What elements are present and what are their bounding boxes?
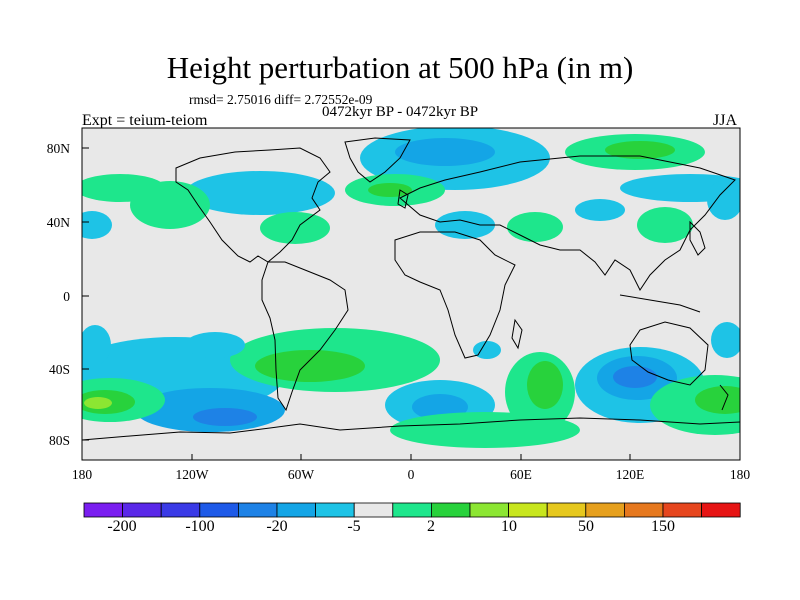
anomaly-cyan-patagonia: [185, 332, 245, 358]
anomaly-cyan-south-africa: [473, 341, 501, 359]
colorbar-box-13: [585, 502, 625, 518]
coast-madagascar: [511, 318, 523, 350]
y-tick-label-80n: 80N: [46, 141, 70, 156]
anomaly-lime-south-atlantic: [255, 350, 365, 382]
x-tick-label-60e: 60E: [510, 467, 532, 482]
coast-uk: [397, 189, 409, 209]
colorbar-box-9: [430, 502, 471, 518]
coast-indonesia: [619, 294, 701, 313]
colorbar-box-5: [276, 502, 316, 518]
x-tick-label-0: 0: [407, 467, 415, 482]
colorbar-label-2: 2: [427, 518, 435, 535]
rmsd-stats: rmsd= 2.75016 diff= 2.72552e-09: [189, 92, 373, 107]
colorbar-label-minus-20: -20: [266, 518, 288, 535]
coast-antarctica: [82, 417, 740, 441]
colorbar-label-minus-5: -5: [347, 518, 361, 535]
colorbar-box-3: [199, 502, 239, 518]
y-tick-label-80s: 80S: [48, 433, 70, 448]
experiment-label: Expt = teium-teiom: [82, 112, 208, 129]
anomaly-green-atlantic-mid: [260, 212, 330, 244]
colorbar-box-0: [83, 502, 123, 518]
period-label: 0472kyr BP - 0472kyr BP: [322, 104, 479, 120]
anomaly-cyan-west-pacific-south: [711, 322, 740, 358]
y-tick-label-40n: 40N: [46, 215, 70, 230]
coast-japan: [689, 220, 706, 256]
colorbar-box-2: [160, 502, 201, 518]
colorbar-label-150: 150: [651, 518, 675, 535]
anomaly-blue-greenland: [395, 138, 495, 166]
anomaly-lime-south-pacific-east: [695, 386, 740, 414]
y-tick-label-eq: 0: [63, 289, 70, 304]
anomaly-green-east-asia: [637, 207, 693, 243]
anomaly-cyan-west-dateline: [82, 325, 111, 365]
coast-north-america: [175, 147, 331, 263]
colorbar-box-8: [392, 502, 432, 518]
x-tick-label-120e: 120E: [615, 467, 645, 482]
coastlines: [82, 137, 740, 441]
x-tick-label-120w: 120W: [175, 467, 209, 482]
colorbar-box-6: [315, 502, 355, 518]
coast-greenland: [344, 137, 411, 183]
anomaly-cyan-north-america: [185, 171, 335, 215]
colorbar-box-16: [701, 502, 741, 518]
colorbar-box-15: [662, 502, 702, 518]
anomaly-cyan-north-pacific: [82, 211, 112, 239]
anomaly-lime-siberia: [605, 141, 675, 159]
coast-australia: [629, 321, 709, 386]
colorbar-label-50: 50: [578, 518, 594, 535]
colorbar-box-10: [469, 502, 509, 518]
colorbar-box-1: [122, 502, 162, 518]
x-tick-label-180w: 180: [71, 467, 93, 482]
colorbar-label-minus-200: -200: [107, 518, 137, 535]
anomaly-strong-blue-australia: [613, 366, 657, 388]
contour-fields: [82, 128, 740, 448]
colorbar-box-4: [237, 502, 278, 518]
anomaly-green-antarctic-atlantic: [390, 412, 580, 448]
colorbar-box-12: [546, 502, 587, 518]
coast-new-zealand: [719, 384, 729, 411]
anomaly-cyan-west-pacific: [707, 180, 740, 220]
x-tick-label-60w: 60W: [287, 467, 315, 482]
x-tick-label-180e: 180: [729, 467, 751, 482]
colorbar-box-11: [508, 502, 548, 518]
axis-ticks: [81, 147, 741, 460]
anomaly-lime-indian-ocean: [527, 361, 563, 409]
chart-title: Height perturbation at 500 hPa (in m): [166, 50, 634, 85]
anomaly-cyan-central-asia: [575, 199, 625, 221]
y-tick-label-40s: 40S: [48, 362, 70, 377]
anomaly-yellow-dateline-south: [84, 397, 112, 409]
anomaly-strong-blue-south-pacific: [193, 408, 257, 426]
coast-eurasia: [399, 155, 736, 291]
colorbar-label-minus-100: -100: [185, 518, 215, 535]
colorbar: [83, 502, 741, 518]
anomaly-lime-north-atlantic: [368, 183, 412, 197]
season-label: JJA: [713, 112, 738, 129]
anomaly-green-middle-east: [507, 212, 563, 242]
coast-south-america: [261, 261, 349, 412]
coast-africa: [394, 231, 516, 359]
colorbar-box-14: [624, 502, 664, 518]
colorbar-label-10: 10: [501, 518, 517, 535]
colorbar-box-7: [353, 502, 394, 518]
